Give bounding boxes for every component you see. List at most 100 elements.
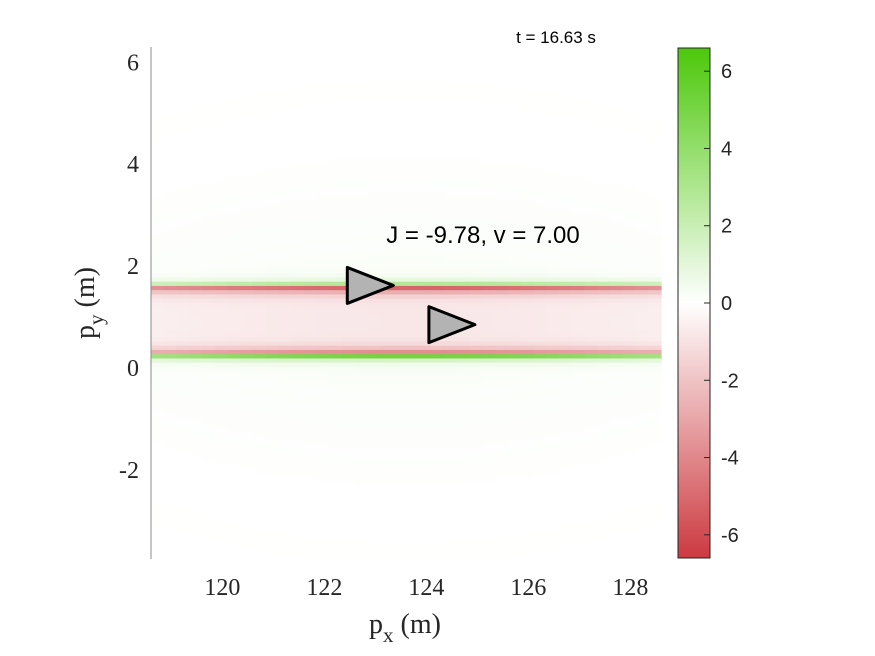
heatmap-cell (380, 388, 394, 394)
heatmap-cell (342, 354, 356, 360)
heatmap-cell (418, 332, 433, 338)
heatmap-cell (355, 106, 369, 112)
heatmap-cell (571, 303, 586, 308)
heatmap-cell (508, 273, 522, 278)
heatmap-cell (304, 264, 318, 270)
heatmap-cell (533, 277, 547, 283)
heatmap-cell (329, 260, 343, 266)
heatmap-cell (597, 482, 611, 488)
heatmap-cell (227, 140, 241, 146)
heatmap-cell (329, 384, 343, 389)
heatmap-cell (227, 106, 241, 112)
heatmap-cell (520, 72, 535, 78)
heatmap-cell (176, 89, 190, 95)
heatmap-cell (304, 409, 318, 415)
heatmap-cell (355, 115, 369, 121)
heatmap-cell (418, 166, 433, 172)
heatmap-cell (342, 456, 356, 462)
heatmap-cell (329, 477, 343, 483)
heatmap-cell (355, 345, 369, 351)
heatmap-cell (648, 111, 662, 116)
heatmap-cell (520, 183, 535, 189)
heatmap-cell (151, 401, 165, 406)
heatmap-cell (622, 529, 637, 534)
heatmap-cell (546, 328, 560, 334)
heatmap-cell (227, 89, 241, 95)
heatmap-cell (546, 482, 560, 488)
heatmap-cell (635, 145, 649, 150)
heatmap-cell (584, 469, 598, 475)
heatmap-cell (546, 55, 560, 61)
heatmap-cell (291, 213, 305, 219)
heatmap-cell (610, 217, 624, 223)
heatmap-cell (495, 537, 509, 543)
heatmap-cell (393, 196, 407, 202)
heatmap-cell (546, 384, 560, 389)
heatmap-cell (559, 196, 573, 202)
heatmap-cell (227, 307, 241, 313)
heatmap-cell (163, 529, 178, 534)
heatmap-cell (189, 277, 203, 283)
heatmap-cell (635, 81, 649, 86)
heatmap-cell (469, 426, 484, 432)
heatmap-cell (495, 443, 509, 449)
heatmap-cell (622, 507, 637, 513)
heatmap-cell (316, 473, 331, 479)
heatmap-cell (597, 435, 611, 441)
heatmap-cell (457, 234, 471, 240)
heatmap-cell (571, 426, 586, 432)
heatmap-cell (584, 136, 598, 142)
heatmap-cell (559, 281, 573, 287)
agent-1-triangle (345, 265, 395, 305)
heatmap-cell (342, 136, 356, 142)
heatmap-cell (202, 358, 216, 364)
heatmap-cell (329, 132, 343, 138)
heatmap-cell (495, 307, 509, 313)
heatmap-cell (278, 226, 292, 232)
heatmap-cell (431, 452, 445, 458)
heatmap-cell (151, 328, 165, 334)
heatmap-cell (342, 230, 356, 236)
heatmap-cell (648, 51, 662, 57)
heatmap-cell (635, 460, 649, 466)
heatmap-cell (176, 503, 190, 509)
heatmap-cell (380, 204, 394, 210)
heatmap-cell (393, 183, 407, 189)
heatmap-cell (546, 443, 560, 449)
heatmap-cell (533, 213, 547, 219)
heatmap-cell (240, 529, 254, 534)
heatmap-cell (367, 388, 382, 394)
heatmap-cell (253, 136, 267, 142)
heatmap-cell (457, 533, 471, 539)
heatmap-cell (163, 157, 178, 163)
heatmap-cell (508, 418, 522, 424)
heatmap-cell (622, 200, 637, 206)
heatmap-cell (597, 392, 611, 398)
heatmap-cell (457, 179, 471, 185)
heatmap-cell (597, 89, 611, 95)
heatmap-cell (304, 401, 318, 406)
heatmap-cell (533, 482, 547, 488)
heatmap-cell (622, 51, 637, 57)
heatmap-cell (304, 452, 318, 458)
heatmap-cell (520, 465, 535, 470)
heatmap-cell (151, 413, 165, 419)
heatmap-cell (635, 426, 649, 432)
heatmap-cell (610, 320, 624, 325)
heatmap-cell (380, 486, 394, 492)
heatmap-cell (610, 200, 624, 206)
heatmap-cell (304, 303, 318, 308)
heatmap-cell (571, 503, 586, 509)
heatmap-cell (610, 93, 624, 99)
heatmap-cell (584, 482, 598, 488)
heatmap-cell (393, 298, 407, 304)
heatmap-cell (406, 554, 420, 560)
heatmap-cell (291, 524, 305, 530)
heatmap-cell (546, 520, 560, 526)
heatmap-cell (151, 469, 165, 475)
heatmap-cell (304, 426, 318, 432)
heatmap-cell (278, 422, 292, 428)
heatmap-cell (431, 239, 445, 244)
heatmap-cell (291, 392, 305, 398)
heatmap-cell (240, 541, 254, 547)
